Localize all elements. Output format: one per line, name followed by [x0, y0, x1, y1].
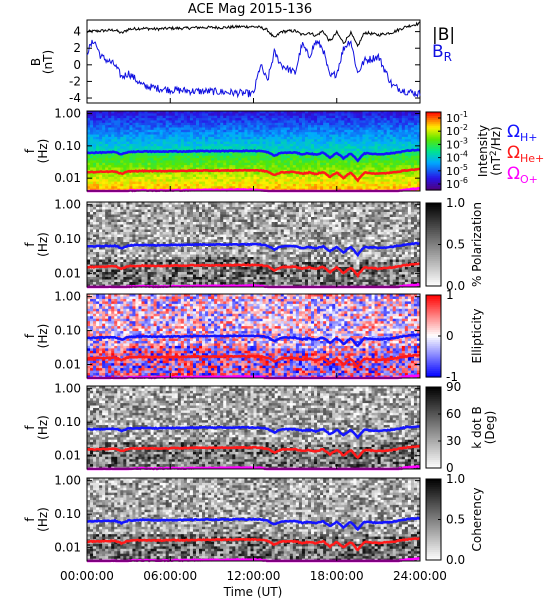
b-tick-label: 2	[73, 41, 81, 55]
colorbar-label-spectrogram: Intensity(nT2/Hz)	[476, 125, 503, 177]
b-tick-label: 0	[73, 58, 81, 72]
b-ylabel: B(nT)	[29, 50, 55, 74]
colorbar-spectrogram	[426, 112, 441, 191]
freq-tick-label: 0.10	[54, 139, 81, 153]
b-tick-label: -4	[69, 91, 81, 105]
b-panel-frame	[87, 20, 420, 103]
b-tick-label: -2	[69, 74, 81, 88]
freq-tick-label: 0.01	[54, 171, 81, 185]
freq-ylabel: f(Hz)	[23, 139, 50, 164]
chart-title: ACE Mag 2015-136	[188, 2, 312, 17]
colorbar-tick-label: 10-6	[446, 176, 468, 191]
b-tick-label: 4	[73, 25, 81, 39]
legend-b-r: BR	[432, 42, 452, 64]
freq-tick-label: 1.00	[54, 107, 81, 121]
